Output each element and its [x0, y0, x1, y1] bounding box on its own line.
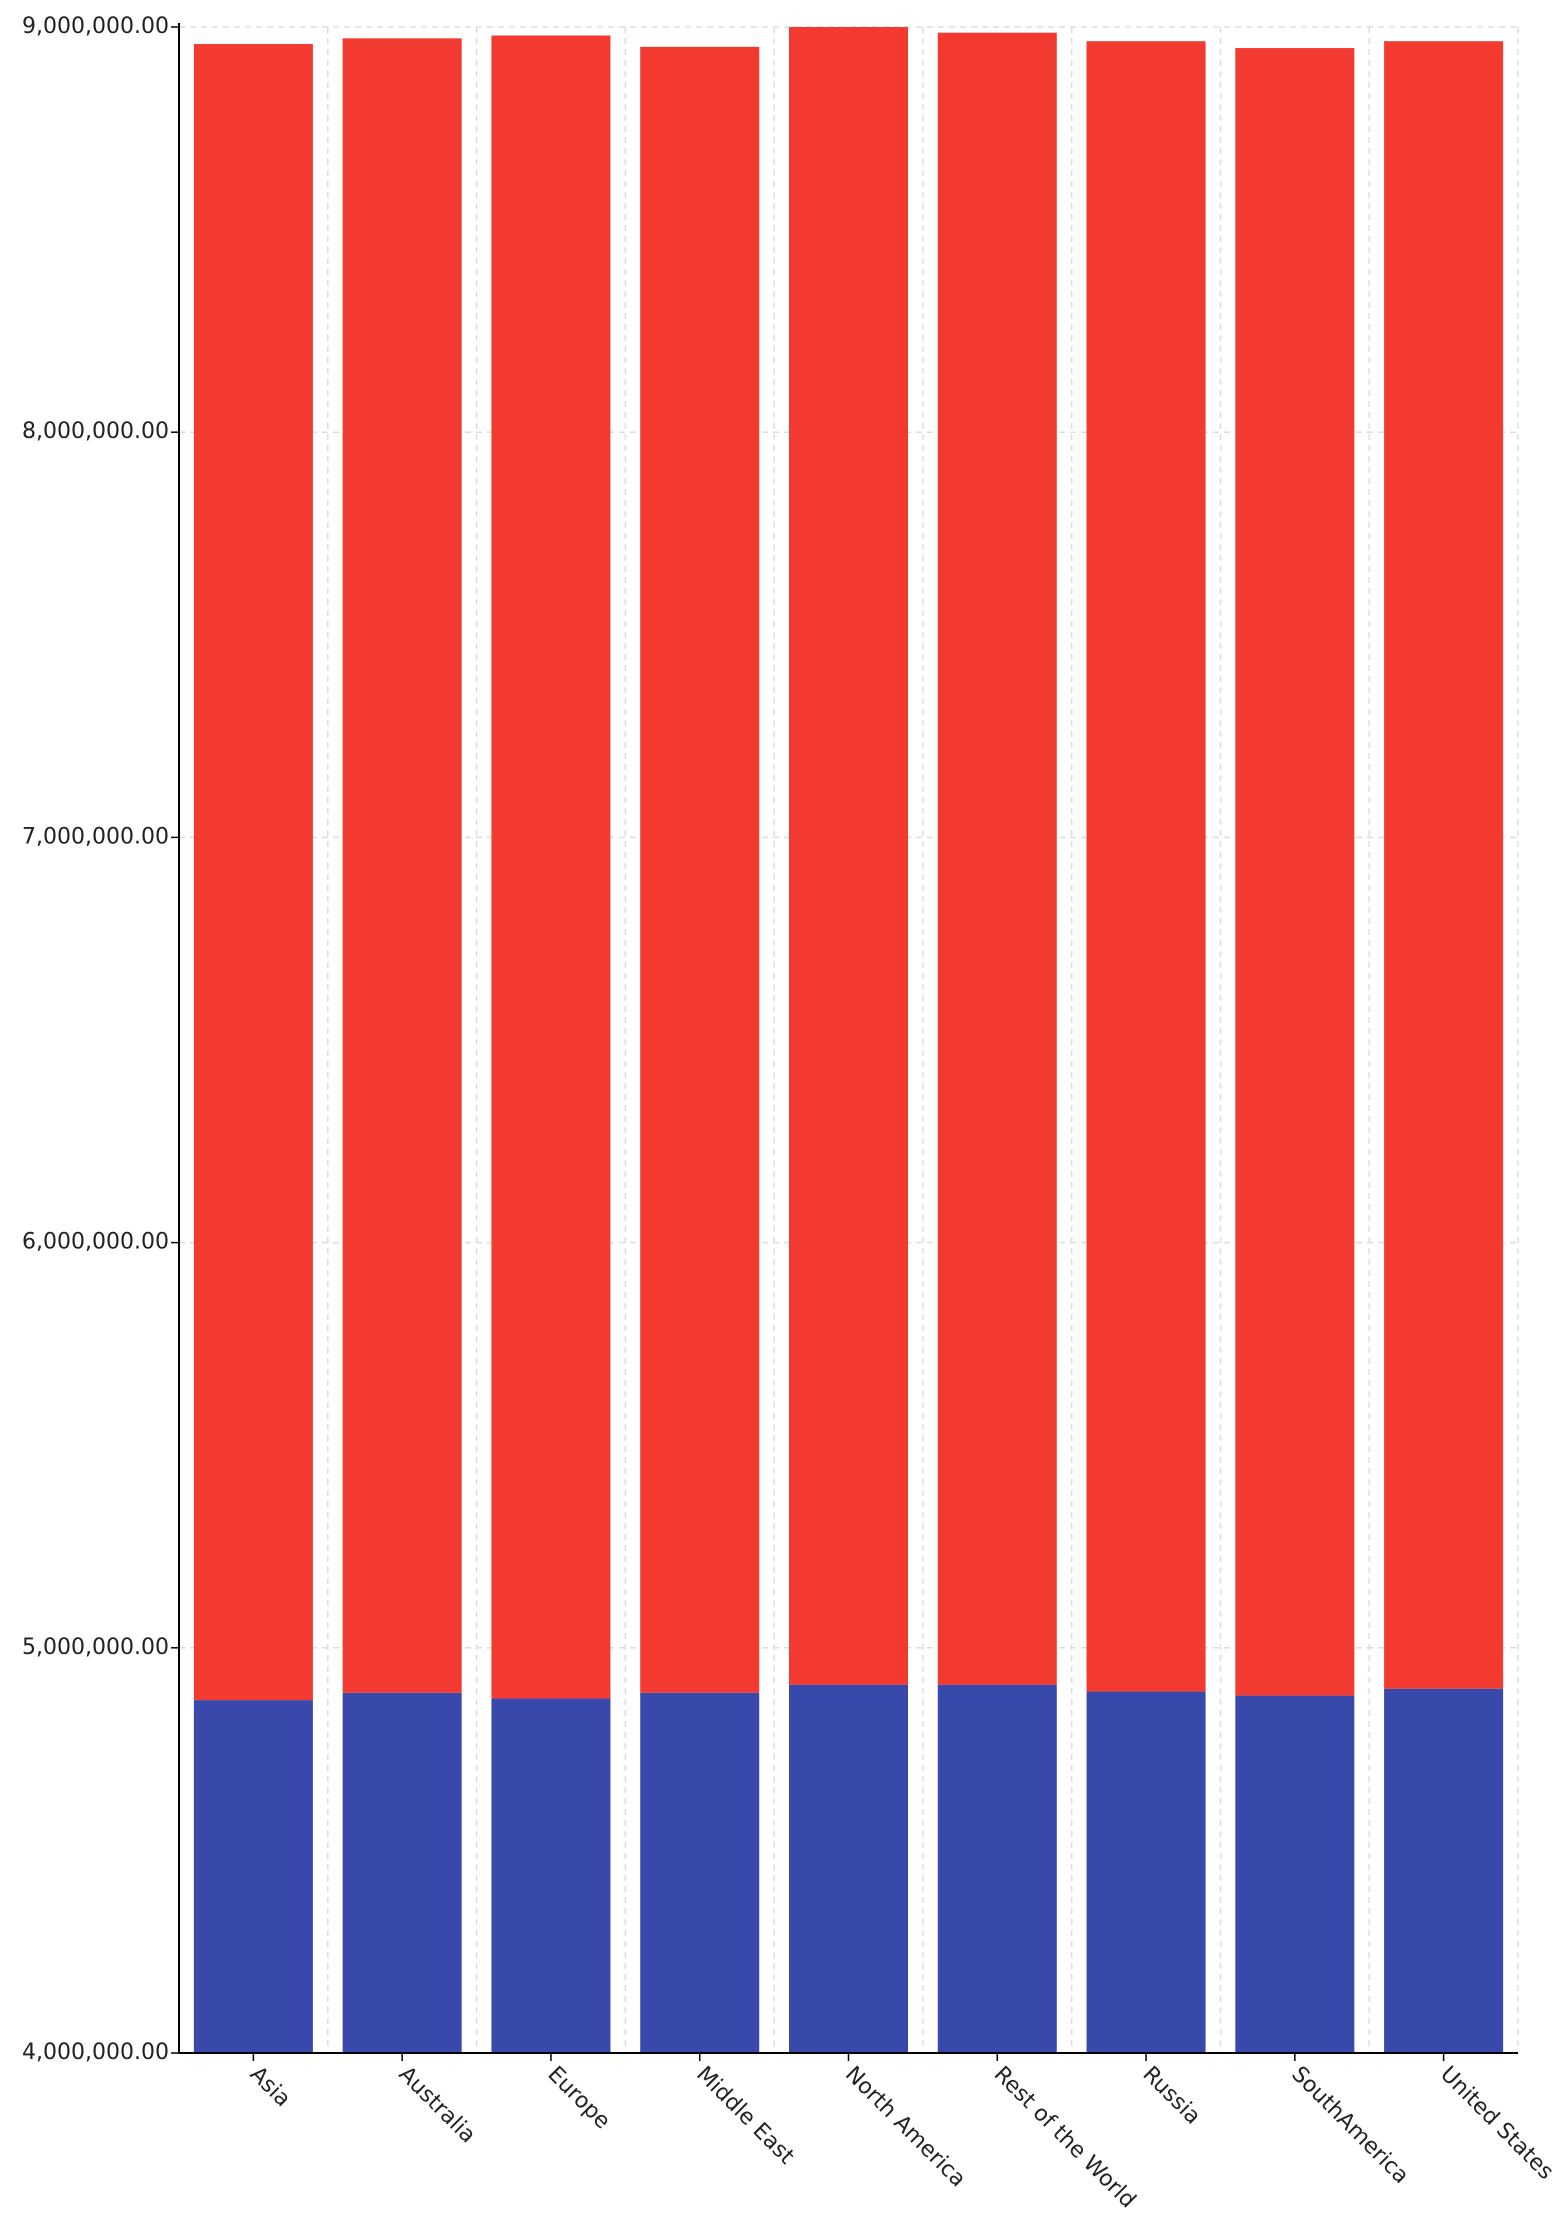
- x-tick-label: United States: [1435, 2062, 1554, 2185]
- bar-segment: [640, 1692, 760, 2053]
- bar-segment: [342, 38, 462, 1693]
- y-tick-label: 8,000,000.00: [22, 419, 169, 444]
- bar-segment: [1086, 1691, 1206, 2053]
- bar-segment: [1235, 48, 1355, 1696]
- bar-segment: [1384, 1688, 1504, 2053]
- bar-segment: [491, 1698, 611, 2053]
- y-tick-label: 4,000,000.00: [22, 2040, 169, 2065]
- bar-segment: [193, 44, 313, 1701]
- bar-segment: [1086, 41, 1206, 1692]
- bar-segment: [937, 32, 1057, 1685]
- x-tick-label: North America: [840, 2062, 970, 2192]
- bar-segment: [788, 1684, 909, 2053]
- bar-segment: [640, 46, 760, 1693]
- bar-segment: [788, 27, 909, 1685]
- bar-segment: [491, 35, 611, 1699]
- x-tick-label: Australia: [394, 2062, 480, 2148]
- x-tick-label: Rest of the World: [989, 2062, 1141, 2214]
- bar-segment: [1235, 1695, 1355, 2053]
- bar-segment: [193, 1700, 313, 2053]
- x-tick-label: Middle East: [691, 2062, 799, 2170]
- x-tick-label: Europe: [542, 2062, 614, 2134]
- y-tick-label: 6,000,000.00: [22, 1230, 169, 1255]
- x-tick-label: Russia: [1138, 2062, 1206, 2130]
- y-tick-label: 5,000,000.00: [22, 1635, 169, 1660]
- bar-segment: [1384, 41, 1504, 1689]
- y-tick-label: 7,000,000.00: [22, 824, 169, 849]
- x-tick-label: Asia: [245, 2062, 295, 2112]
- y-tick-label: 9,000,000.00: [22, 14, 169, 39]
- bar-segment: [342, 1692, 462, 2053]
- bar-segment: [937, 1684, 1057, 2053]
- x-tick-label: SouthAmerica: [1286, 2062, 1413, 2189]
